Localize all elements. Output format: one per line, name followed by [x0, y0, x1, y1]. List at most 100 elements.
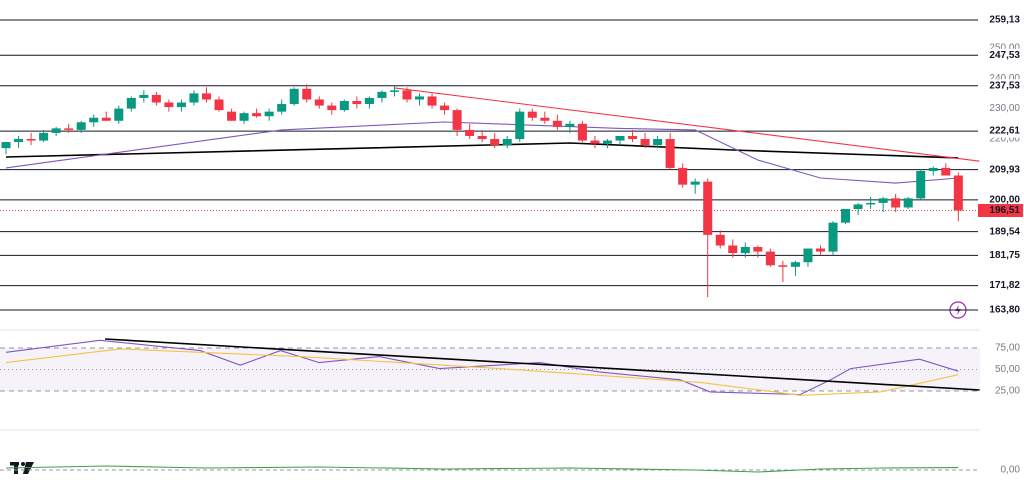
candle-body [239, 113, 249, 121]
level-label-box [978, 193, 1023, 207]
candle-body [552, 120, 562, 127]
candle-body [853, 204, 863, 209]
candle-body [703, 181, 713, 235]
candle-body [415, 96, 425, 100]
level-label-box [978, 163, 1023, 177]
plot-area [0, 19, 980, 473]
candle-body [302, 88, 312, 100]
candle-body [602, 140, 612, 144]
candle-body [765, 251, 775, 266]
candle-body [327, 105, 337, 111]
candle-body [615, 135, 625, 141]
candle-body [89, 117, 99, 123]
candle-body [14, 139, 24, 143]
candle-body [866, 202, 876, 205]
candle-body [264, 111, 274, 117]
y-tick-label: 250,00 [989, 42, 1020, 53]
level-label-box [978, 124, 1023, 138]
candle-body [953, 175, 963, 211]
candle-body [490, 139, 500, 146]
candle-body [577, 123, 587, 141]
candle-body [139, 94, 149, 98]
candle-body [515, 111, 525, 140]
candle-body [941, 167, 951, 176]
candle-body [1, 142, 11, 149]
candle-body [101, 117, 111, 121]
candle-body [878, 198, 888, 203]
candle-body [841, 208, 851, 223]
y-tick-label: 230,00 [989, 103, 1020, 114]
candle-body [790, 262, 800, 267]
candle-body [715, 234, 725, 246]
level-label: 163,80 [989, 305, 1020, 316]
candle-body [502, 139, 512, 146]
candle-body [214, 99, 224, 111]
level-label: 247,53 [989, 50, 1020, 61]
y-tick-label: 240,00 [989, 73, 1020, 84]
candle-body [339, 100, 349, 111]
candle-body [477, 135, 487, 140]
candle-body [628, 135, 638, 140]
candle-body [377, 91, 387, 98]
level-label-box [978, 248, 1023, 262]
candle-body [277, 104, 287, 112]
candle-body [76, 122, 86, 130]
y-tick-label: 50,00 [995, 364, 1020, 375]
candle-body [427, 96, 437, 106]
candle-body [565, 123, 575, 127]
candle-body [753, 247, 763, 252]
level-label: 222,61 [989, 126, 1020, 137]
candle-body [465, 129, 475, 136]
candle-body [916, 170, 926, 199]
candle-body [740, 247, 750, 254]
level-label: 200,00 [989, 195, 1020, 206]
candle-body [803, 248, 813, 263]
candle-body [891, 198, 901, 208]
candle-body [828, 222, 838, 252]
candle-body [903, 198, 913, 208]
level-label: 237,53 [989, 80, 1020, 91]
rsi-band [0, 348, 980, 392]
indicator-line [5, 121, 959, 184]
candle-body [590, 140, 600, 144]
candle-body [26, 139, 36, 141]
candle-body [653, 139, 663, 146]
level-label: 181,75 [989, 250, 1020, 261]
indicator-line [394, 87, 980, 162]
indicator-line [5, 339, 959, 396]
candle-body [440, 105, 450, 111]
candle-body [227, 111, 237, 121]
level-label-box [978, 48, 1023, 62]
candle-body [114, 108, 124, 121]
level-label-box [978, 279, 1023, 293]
candle-body [728, 245, 738, 254]
candle-body [389, 90, 399, 92]
candle-body [928, 167, 938, 171]
candle-body [314, 99, 324, 106]
candle-body [189, 93, 199, 103]
y-tick-label: 220,00 [989, 134, 1020, 145]
candle-body [402, 90, 412, 100]
level-label: 171,82 [989, 280, 1020, 291]
level-label-box [978, 203, 1023, 217]
candle-body [665, 139, 675, 168]
candle-body [815, 248, 825, 252]
y-tick-label: 75,00 [995, 343, 1020, 354]
candle-body [778, 265, 788, 267]
indicator-line [104, 338, 980, 391]
level-label: 196,51 [989, 205, 1020, 216]
indicator-line [5, 142, 959, 159]
y-tick-label: 25,00 [995, 386, 1020, 397]
level-label: 259,13 [989, 15, 1020, 26]
y-tick-label: 0,00 [1001, 465, 1021, 476]
candle-body [39, 132, 49, 141]
candle-body [126, 97, 136, 109]
level-label-box [978, 79, 1023, 93]
candle-body [690, 181, 700, 185]
candle-body [352, 100, 362, 105]
candle-body [51, 128, 61, 133]
candle-body [364, 97, 374, 105]
candle-body [176, 102, 186, 108]
candle-body [527, 111, 537, 118]
